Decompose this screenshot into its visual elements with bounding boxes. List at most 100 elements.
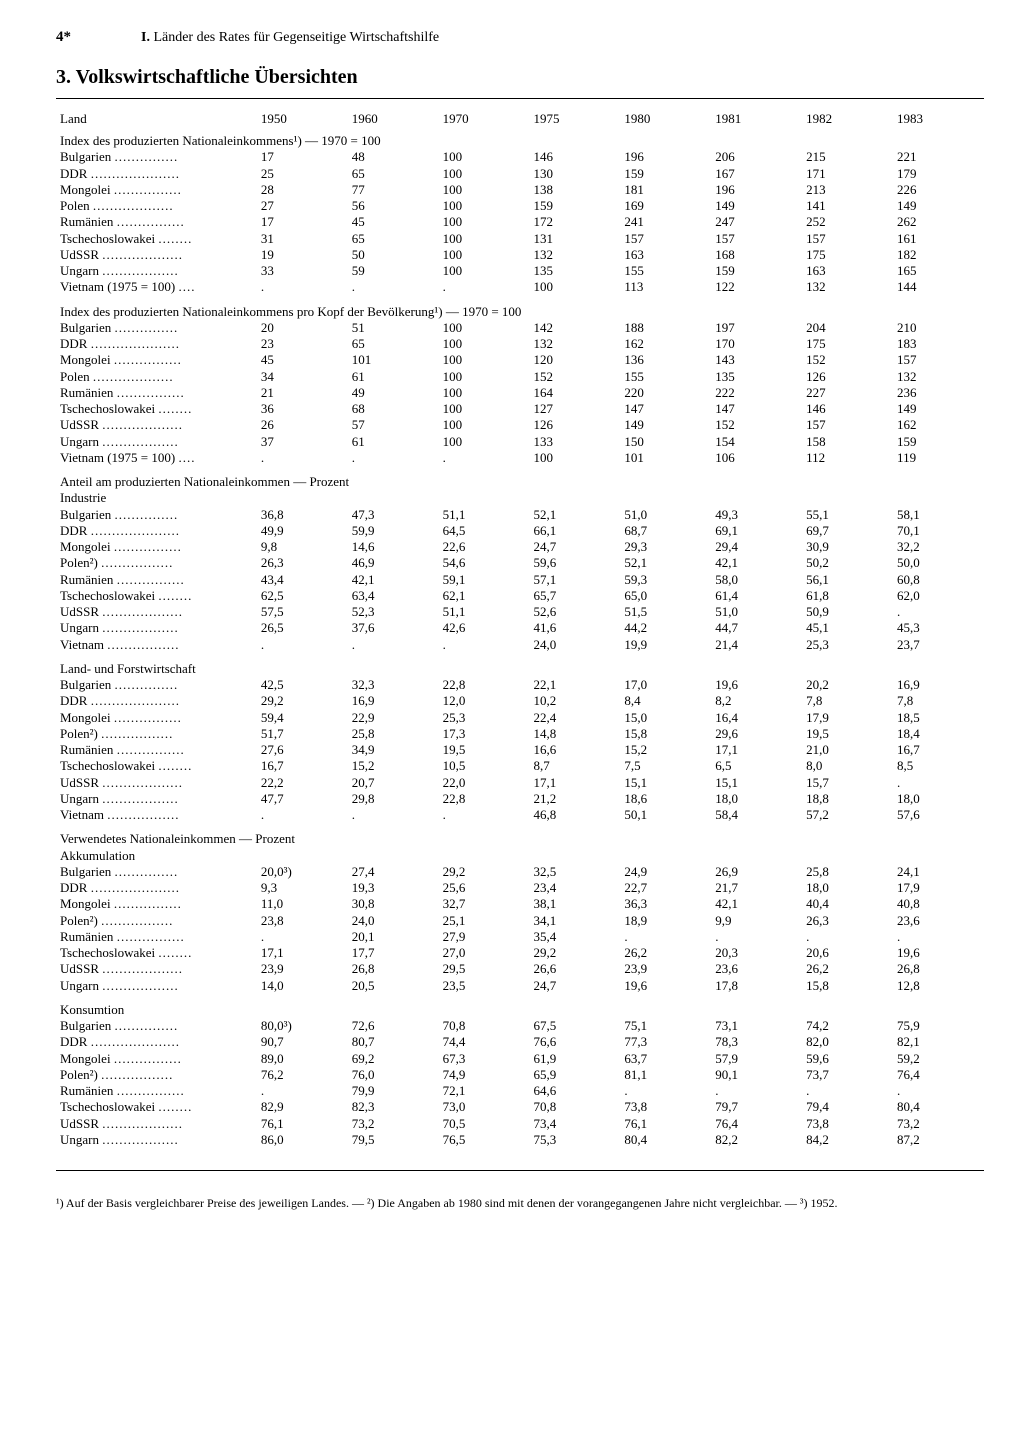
value-cell: 25,3	[439, 710, 530, 726]
sub-title: Land- und Forstwirtschaft	[56, 661, 984, 677]
land-cell: DDR .....................	[56, 693, 257, 709]
value-cell: 100	[529, 279, 620, 295]
value-cell: 27	[257, 198, 348, 214]
value-cell: 163	[802, 263, 893, 279]
value-cell: 69,1	[711, 523, 802, 539]
value-cell: 155	[620, 263, 711, 279]
value-cell: 152	[711, 417, 802, 433]
value-cell: 8,5	[893, 758, 984, 774]
value-cell: 30,9	[802, 539, 893, 555]
value-cell: 23,5	[439, 978, 530, 994]
value-cell: 155	[620, 369, 711, 385]
value-cell: 87,2	[893, 1132, 984, 1148]
value-cell: 101	[348, 352, 439, 368]
value-cell: 172	[529, 214, 620, 230]
land-cell: UdSSR ...................	[56, 961, 257, 977]
table-row: Tschechoslowakei ........17,117,727,029,…	[56, 945, 984, 961]
value-cell: 18,4	[893, 726, 984, 742]
table-row: Rumänien ................214910016422022…	[56, 385, 984, 401]
table-row: DDR .....................9,319,325,623,4…	[56, 880, 984, 896]
value-cell: 12,8	[893, 978, 984, 994]
value-cell: 15,1	[711, 775, 802, 791]
value-cell: 32,3	[348, 677, 439, 693]
value-cell: 20,1	[348, 929, 439, 945]
value-cell: 82,3	[348, 1099, 439, 1115]
sub-title-row: Land- und Forstwirtschaft	[56, 661, 984, 677]
value-cell: 100	[439, 263, 530, 279]
value-cell: 62,1	[439, 588, 530, 604]
value-cell: 18,5	[893, 710, 984, 726]
land-cell: DDR .....................	[56, 166, 257, 182]
value-cell: .	[257, 450, 348, 466]
value-cell: 84,2	[802, 1132, 893, 1148]
value-cell: 19,5	[439, 742, 530, 758]
col-year: 1950	[257, 105, 348, 133]
value-cell: 132	[802, 279, 893, 295]
sub-title: Konsumtion	[56, 1002, 984, 1018]
value-cell: 27,9	[439, 929, 530, 945]
value-cell: 119	[893, 450, 984, 466]
value-cell: 48	[348, 149, 439, 165]
value-cell: 58,0	[711, 572, 802, 588]
page-header: 4* I. Länder des Rates für Gegenseitige …	[56, 28, 984, 47]
land-cell: UdSSR ...................	[56, 1116, 257, 1132]
table-row: Mongolei ................89,069,267,361,…	[56, 1051, 984, 1067]
value-cell: 51,1	[439, 507, 530, 523]
value-cell: 73,0	[439, 1099, 530, 1115]
table-row: Bulgarien ...............42,532,322,822,…	[56, 677, 984, 693]
value-cell: 69,2	[348, 1051, 439, 1067]
land-cell: Ungarn ..................	[56, 263, 257, 279]
land-cell: Bulgarien ...............	[56, 677, 257, 693]
value-cell: 80,0³)	[257, 1018, 348, 1034]
value-cell: 8,0	[802, 758, 893, 774]
value-cell: 81,1	[620, 1067, 711, 1083]
value-cell: 22,7	[620, 880, 711, 896]
value-cell: 14,6	[348, 539, 439, 555]
value-cell: 57,2	[802, 807, 893, 823]
value-cell: 15,1	[620, 775, 711, 791]
value-cell: 7,8	[893, 693, 984, 709]
value-cell: 76,1	[257, 1116, 348, 1132]
value-cell: 18,8	[802, 791, 893, 807]
value-cell: 69,7	[802, 523, 893, 539]
value-cell: 168	[711, 247, 802, 263]
table-row: Bulgarien ...............80,0³)72,670,86…	[56, 1018, 984, 1034]
value-cell: 171	[802, 166, 893, 182]
value-cell: 26,3	[257, 555, 348, 571]
value-cell: 61	[348, 434, 439, 450]
value-cell: 60,8	[893, 572, 984, 588]
value-cell: 50,0	[893, 555, 984, 571]
table-row: Polen²) .................23,824,025,134,…	[56, 913, 984, 929]
table-row: Bulgarien ...............205110014218819…	[56, 320, 984, 336]
value-cell: 22,9	[348, 710, 439, 726]
value-cell: 59,3	[620, 572, 711, 588]
value-cell: 59,4	[257, 710, 348, 726]
value-cell: 19	[257, 247, 348, 263]
value-cell: 50,1	[620, 807, 711, 823]
value-cell: 41,6	[529, 620, 620, 636]
value-cell: 17	[257, 149, 348, 165]
table-row: UdSSR ...................57,552,351,152,…	[56, 604, 984, 620]
value-cell: 220	[620, 385, 711, 401]
value-cell: 45	[257, 352, 348, 368]
value-cell: 175	[802, 247, 893, 263]
table-head: Land 1950 1960 1970 1975 1980 1981 1982 …	[56, 105, 984, 133]
value-cell: 42,1	[711, 896, 802, 912]
table-row: Rumänien ................174510017224124…	[56, 214, 984, 230]
value-cell: 20,6	[802, 945, 893, 961]
land-cell: Vietnam (1975 = 100) ....	[56, 279, 257, 295]
value-cell: 61,9	[529, 1051, 620, 1067]
value-cell: 34,1	[529, 913, 620, 929]
table-row: Polen ...................346110015215513…	[56, 369, 984, 385]
col-year: 1975	[529, 105, 620, 133]
value-cell: 16,4	[711, 710, 802, 726]
value-cell: 45,3	[893, 620, 984, 636]
land-cell: Rumänien ................	[56, 214, 257, 230]
table-row: Vietnam (1975 = 100) .......100113122132…	[56, 279, 984, 295]
value-cell: .	[439, 637, 530, 653]
table-row: Polen²) .................76,276,074,965,…	[56, 1067, 984, 1083]
value-cell: 29,2	[529, 945, 620, 961]
value-cell: 196	[711, 182, 802, 198]
value-cell: 74,2	[802, 1018, 893, 1034]
value-cell: 51,1	[439, 604, 530, 620]
